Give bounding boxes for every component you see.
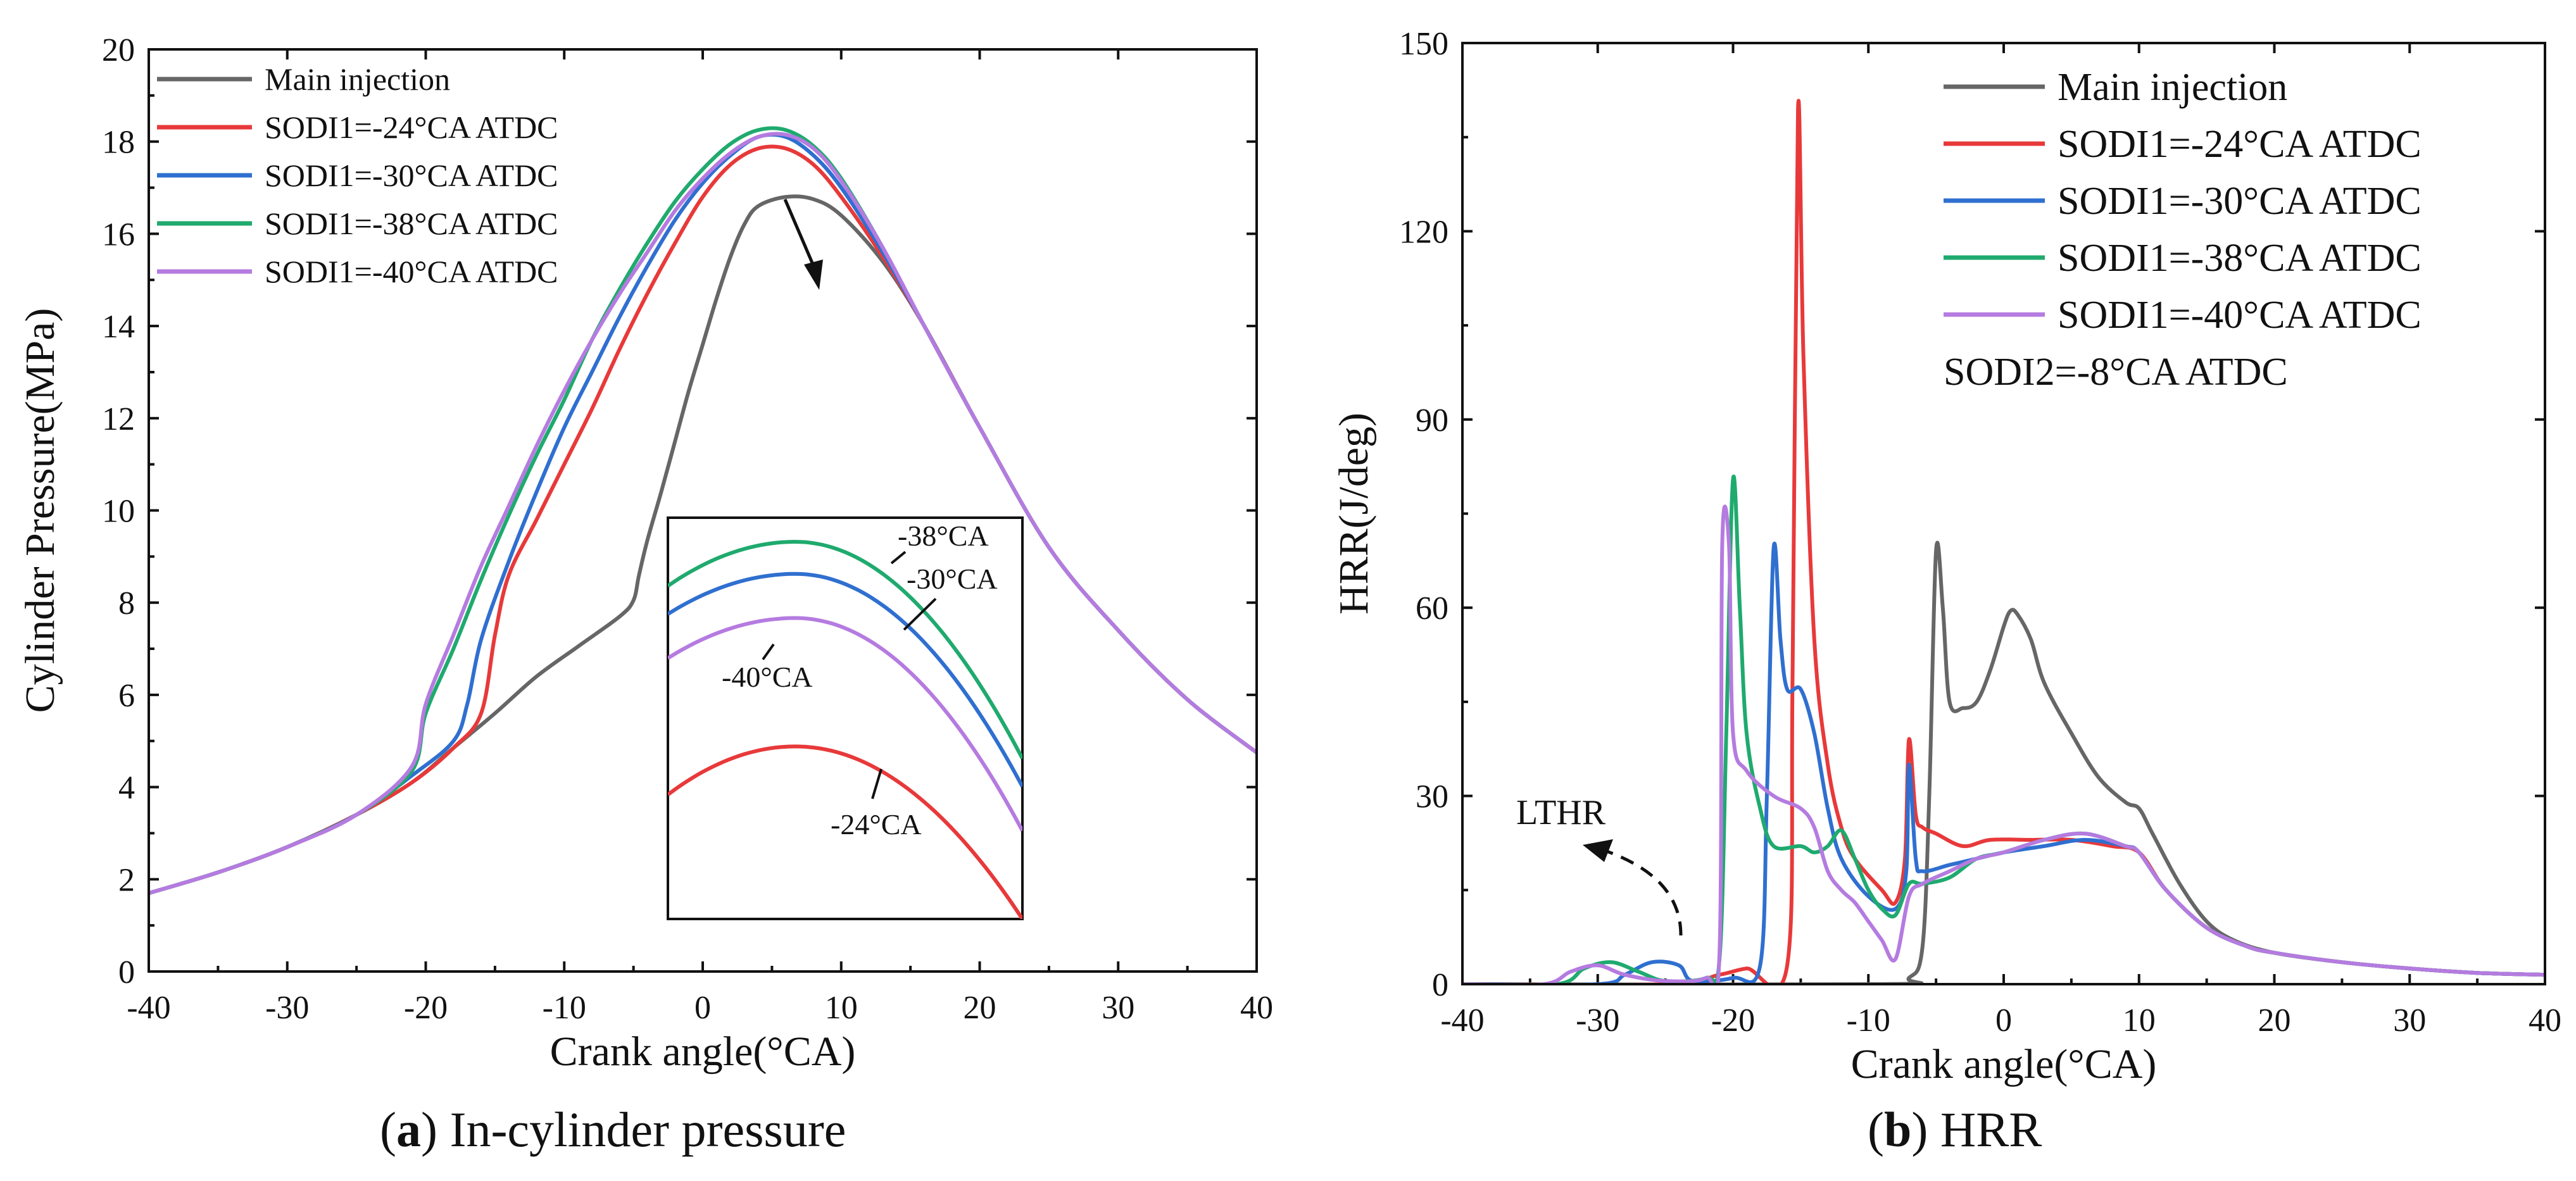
inset-label: -30°CA xyxy=(907,563,998,595)
series-line xyxy=(1462,541,2545,984)
x-tick-label: 20 xyxy=(2258,1003,2291,1039)
y-tick-label: 30 xyxy=(1416,779,1448,815)
x-tick-label: 40 xyxy=(1240,990,1273,1026)
x-tick-label: -40 xyxy=(1440,1003,1484,1039)
inset-label: -38°CA xyxy=(898,520,989,552)
chart-b: -40 -30 -20 -10 0 10 20 30 40 0 30 60 90 120 150 Crank … xyxy=(1331,26,2561,1087)
legend-label: Main injection xyxy=(265,61,450,97)
x-tick-label: -20 xyxy=(404,990,448,1026)
y-tick-label: 2 xyxy=(118,862,135,898)
x-tick-label: 10 xyxy=(2123,1003,2156,1039)
inset-label: -24°CA xyxy=(831,808,922,840)
x-tick-label: -30 xyxy=(1576,1003,1619,1039)
x-tick-label: 0 xyxy=(694,990,711,1026)
legend-label: SODI1=-30°CA ATDC xyxy=(265,158,558,193)
x-tick-label: 30 xyxy=(1102,990,1134,1026)
y-axis-label: Cylinder Pressure(MPa) xyxy=(17,308,63,713)
x-axis-label: Crank angle(°CA) xyxy=(1851,1041,2157,1087)
y-tick-label: 16 xyxy=(102,216,135,253)
legend-label: SODI1=-38°CA ATDC xyxy=(265,206,558,241)
inset-curves xyxy=(668,539,1022,919)
y-tick-label: 120 xyxy=(1399,214,1448,250)
caption-a: (a) In-cylinder pressure xyxy=(380,1102,846,1157)
x-tick-label: -10 xyxy=(1847,1003,1890,1039)
y-tick-label: 60 xyxy=(1416,590,1448,627)
legend-label: SODI1=-40°CA ATDC xyxy=(265,254,558,289)
y-tick-label: 8 xyxy=(118,585,135,622)
inset-curve xyxy=(668,572,1022,788)
legend-label: SODI1=-24°CA ATDC xyxy=(2058,123,2422,166)
x-axis-label: Crank angle(°CA) xyxy=(550,1028,856,1075)
y-tick-label: 0 xyxy=(1432,967,1448,1003)
y-tick-label: 0 xyxy=(118,954,135,990)
y-tick-label: 10 xyxy=(102,494,135,530)
legend-label: SODI1=-40°CA ATDC xyxy=(2058,294,2422,337)
y-tick-label: 150 xyxy=(1399,26,1448,62)
y-tick-label: 14 xyxy=(102,309,135,345)
x-tick-label: 0 xyxy=(1995,1003,2012,1039)
x-tick-label: 20 xyxy=(964,990,996,1026)
x-tick-label: -30 xyxy=(265,990,309,1026)
series-line xyxy=(1462,475,2545,984)
inset-label: -40°CA xyxy=(722,661,813,693)
legend-label: SODI1=-38°CA ATDC xyxy=(2058,237,2422,280)
figure: -40 -30 -20 -10 0 10 20 30 40 0 2 4 6 8 10 12 14 16 18 20 Cr… xyxy=(17,26,2561,1087)
chart-a: -40 -30 -20 -10 0 10 20 30 40 0 2 4 6 8 10 12 14 16 18 20 Cr… xyxy=(17,32,1273,1075)
legend-label: SODI1=-30°CA ATDC xyxy=(2058,180,2422,223)
y-axis-label: HRR(J/deg) xyxy=(1331,413,1377,615)
y-tick-label: 12 xyxy=(102,401,135,437)
series-group xyxy=(149,126,1257,896)
x-tick-label: -10 xyxy=(543,990,586,1026)
x-tick-label: 30 xyxy=(2393,1003,2426,1039)
x-tick-label: -20 xyxy=(1711,1003,1755,1039)
series-line xyxy=(1462,99,2545,984)
inset-leader xyxy=(871,768,883,799)
y-tick-label: 4 xyxy=(118,770,135,806)
inset-leader xyxy=(903,597,937,631)
series-line xyxy=(1462,504,2545,984)
legend-label: SODI1=-24°CA ATDC xyxy=(265,109,558,145)
series-line xyxy=(1462,541,2545,984)
inset-leader xyxy=(890,551,907,565)
lthr-arrow-head xyxy=(1583,839,1613,862)
legend-note: SODI2=-8°CA ATDC xyxy=(1944,351,2288,394)
inset-curve xyxy=(668,539,1022,759)
caption-b: (b) HRR xyxy=(1868,1102,2042,1157)
x-tick-label: -40 xyxy=(127,990,170,1026)
y-tick-label: 6 xyxy=(118,678,135,714)
lthr-arrow-line xyxy=(1606,849,1683,936)
inset-curve xyxy=(668,616,1022,832)
lthr-label: LTHR xyxy=(1516,793,1606,832)
y-tick-label: 20 xyxy=(102,32,135,68)
shift-arrow-head xyxy=(804,259,823,290)
inset-leader xyxy=(762,643,775,661)
x-tick-label: 10 xyxy=(825,990,858,1026)
series-group xyxy=(1462,99,2545,984)
inset-curve xyxy=(668,744,1022,919)
y-tick-label: 18 xyxy=(102,125,135,161)
plot-frame xyxy=(148,48,1258,973)
plot-frame xyxy=(1461,42,2546,985)
series-line xyxy=(149,132,1257,896)
y-tick-label: 90 xyxy=(1416,403,1448,439)
legend-label: Main injection xyxy=(2058,66,2287,109)
shift-arrow-line xyxy=(783,199,815,266)
x-tick-label: 40 xyxy=(2529,1003,2561,1039)
